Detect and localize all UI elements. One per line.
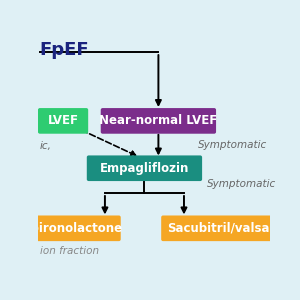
Text: LVEF: LVEF — [48, 114, 79, 128]
FancyBboxPatch shape — [24, 215, 121, 241]
Text: Sacubitril/valsar: Sacubitril/valsar — [167, 222, 275, 235]
FancyBboxPatch shape — [87, 155, 202, 181]
Text: Near-normal LVEF: Near-normal LVEF — [99, 114, 218, 128]
Text: Empagliflozin: Empagliflozin — [100, 162, 189, 175]
Text: ic,: ic, — [40, 141, 52, 151]
Text: FpEF: FpEF — [40, 40, 89, 58]
Text: Symptomatic: Symptomatic — [207, 179, 277, 189]
Text: Spironolactone: Spironolactone — [22, 222, 122, 235]
Text: Symptomatic: Symptomatic — [198, 140, 267, 150]
FancyBboxPatch shape — [38, 108, 88, 134]
Text: ion fraction: ion fraction — [40, 246, 99, 256]
FancyBboxPatch shape — [161, 215, 281, 241]
FancyBboxPatch shape — [101, 108, 216, 134]
